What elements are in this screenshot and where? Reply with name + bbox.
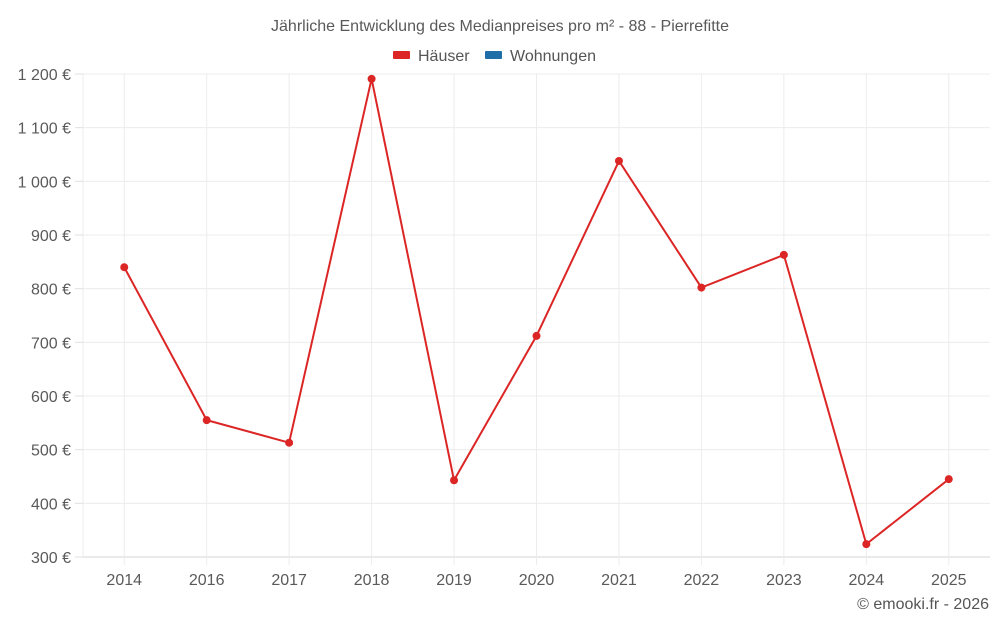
x-tick-label: 2024 — [849, 572, 885, 589]
data-point[interactable] — [450, 476, 459, 485]
y-tick-label: 500 € — [31, 443, 71, 460]
x-tick-label: 2020 — [519, 572, 555, 589]
x-tick-label: 2016 — [189, 572, 225, 589]
y-axis: 300 € 400 € 500 € 600 € 700 € 800 € 900 € 1 000… — [18, 67, 83, 567]
chart-title: Jährliche Entwicklung des Medianpreises … — [271, 18, 729, 35]
data-point[interactable] — [862, 540, 871, 549]
data-point[interactable] — [532, 331, 541, 340]
data-point[interactable] — [697, 283, 706, 292]
legend-label: Häuser — [418, 48, 470, 65]
y-tick-label: 300 € — [31, 550, 71, 567]
x-tick-label: 2021 — [601, 572, 637, 589]
x-tick-label: 2022 — [684, 572, 720, 589]
y-tick-label: 600 € — [31, 389, 71, 406]
y-tick-label: 700 € — [31, 335, 71, 352]
x-tick-label: 2019 — [436, 572, 472, 589]
legend-item-wohnungen[interactable]: Wohnungen — [485, 48, 596, 65]
y-tick-label: 1 100 € — [18, 121, 71, 138]
data-point[interactable] — [120, 263, 129, 272]
y-tick-label: 1 200 € — [18, 67, 71, 84]
legend-label: Wohnungen — [510, 48, 596, 65]
copyright-credit: © emooki.fr - 2026 — [857, 596, 989, 613]
y-tick-label: 800 € — [31, 282, 71, 299]
x-tick-label: 2023 — [766, 572, 802, 589]
grid — [82, 73, 990, 565]
data-point[interactable] — [285, 438, 294, 447]
y-tick-label: 1 000 € — [18, 174, 71, 191]
legend-item-häuser[interactable]: Häuser — [393, 48, 470, 65]
x-tick-label: 2017 — [271, 572, 307, 589]
legend: Häuser Wohnungen — [393, 48, 596, 65]
legend-swatch — [393, 51, 410, 59]
data-point[interactable] — [202, 416, 211, 425]
series-häuser — [120, 74, 953, 549]
series-layer — [120, 74, 953, 549]
x-tick-label: 2014 — [106, 572, 142, 589]
x-axis: 2014 2016 2017 2018 2019 2020 2021 2022 2023 2024… — [106, 572, 966, 589]
data-point[interactable] — [367, 74, 376, 83]
data-point[interactable] — [944, 475, 953, 484]
x-tick-label: 2018 — [354, 572, 390, 589]
legend-swatch — [485, 51, 502, 59]
y-tick-label: 400 € — [31, 496, 71, 513]
data-point[interactable] — [779, 250, 788, 259]
y-tick-label: 900 € — [31, 228, 71, 245]
data-point[interactable] — [614, 156, 623, 165]
x-tick-label: 2025 — [931, 572, 967, 589]
